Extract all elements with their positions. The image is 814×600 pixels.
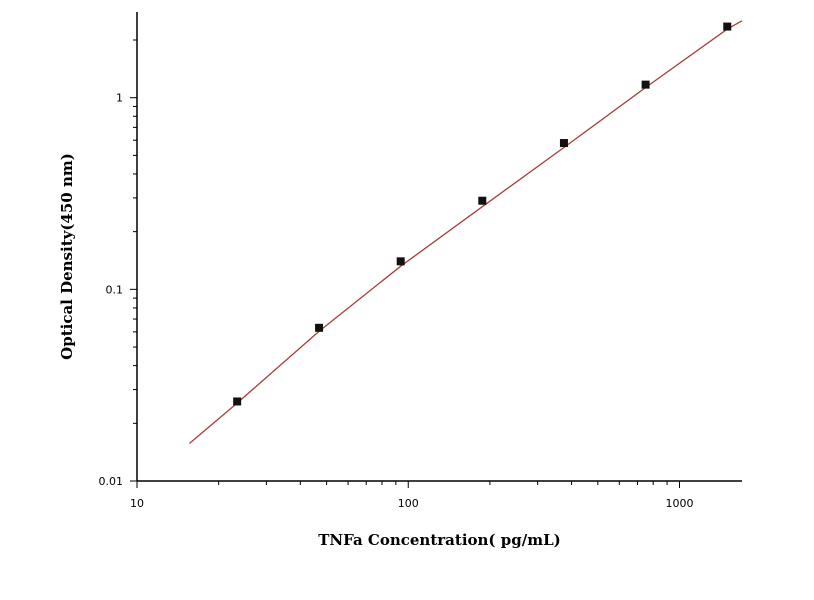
data-point (478, 196, 487, 205)
x-tick-label: 100 (398, 497, 419, 510)
x-tick-label: 10 (130, 497, 144, 510)
x-tick-label: 1000 (665, 497, 693, 510)
data-point (315, 323, 324, 332)
data-point (233, 397, 242, 406)
y-tick-label: 0.1 (106, 283, 124, 296)
data-point (396, 257, 405, 266)
axes: 10 100 1000 0.01 0.1 1 (99, 12, 742, 510)
data-point (641, 80, 650, 89)
data-points-layer (233, 22, 732, 406)
data-point (723, 22, 732, 31)
fit-curve-line (188, 20, 743, 444)
data-point (559, 139, 568, 148)
y-tick-label: 1 (116, 92, 123, 105)
y-tick-label: 0.01 (99, 475, 124, 488)
y-axis-title: Optical Density(450 nm) (58, 153, 76, 360)
x-axis-title: TNFa Concentration( pg/mL) (318, 531, 560, 549)
fit-curve-layer (188, 20, 743, 444)
